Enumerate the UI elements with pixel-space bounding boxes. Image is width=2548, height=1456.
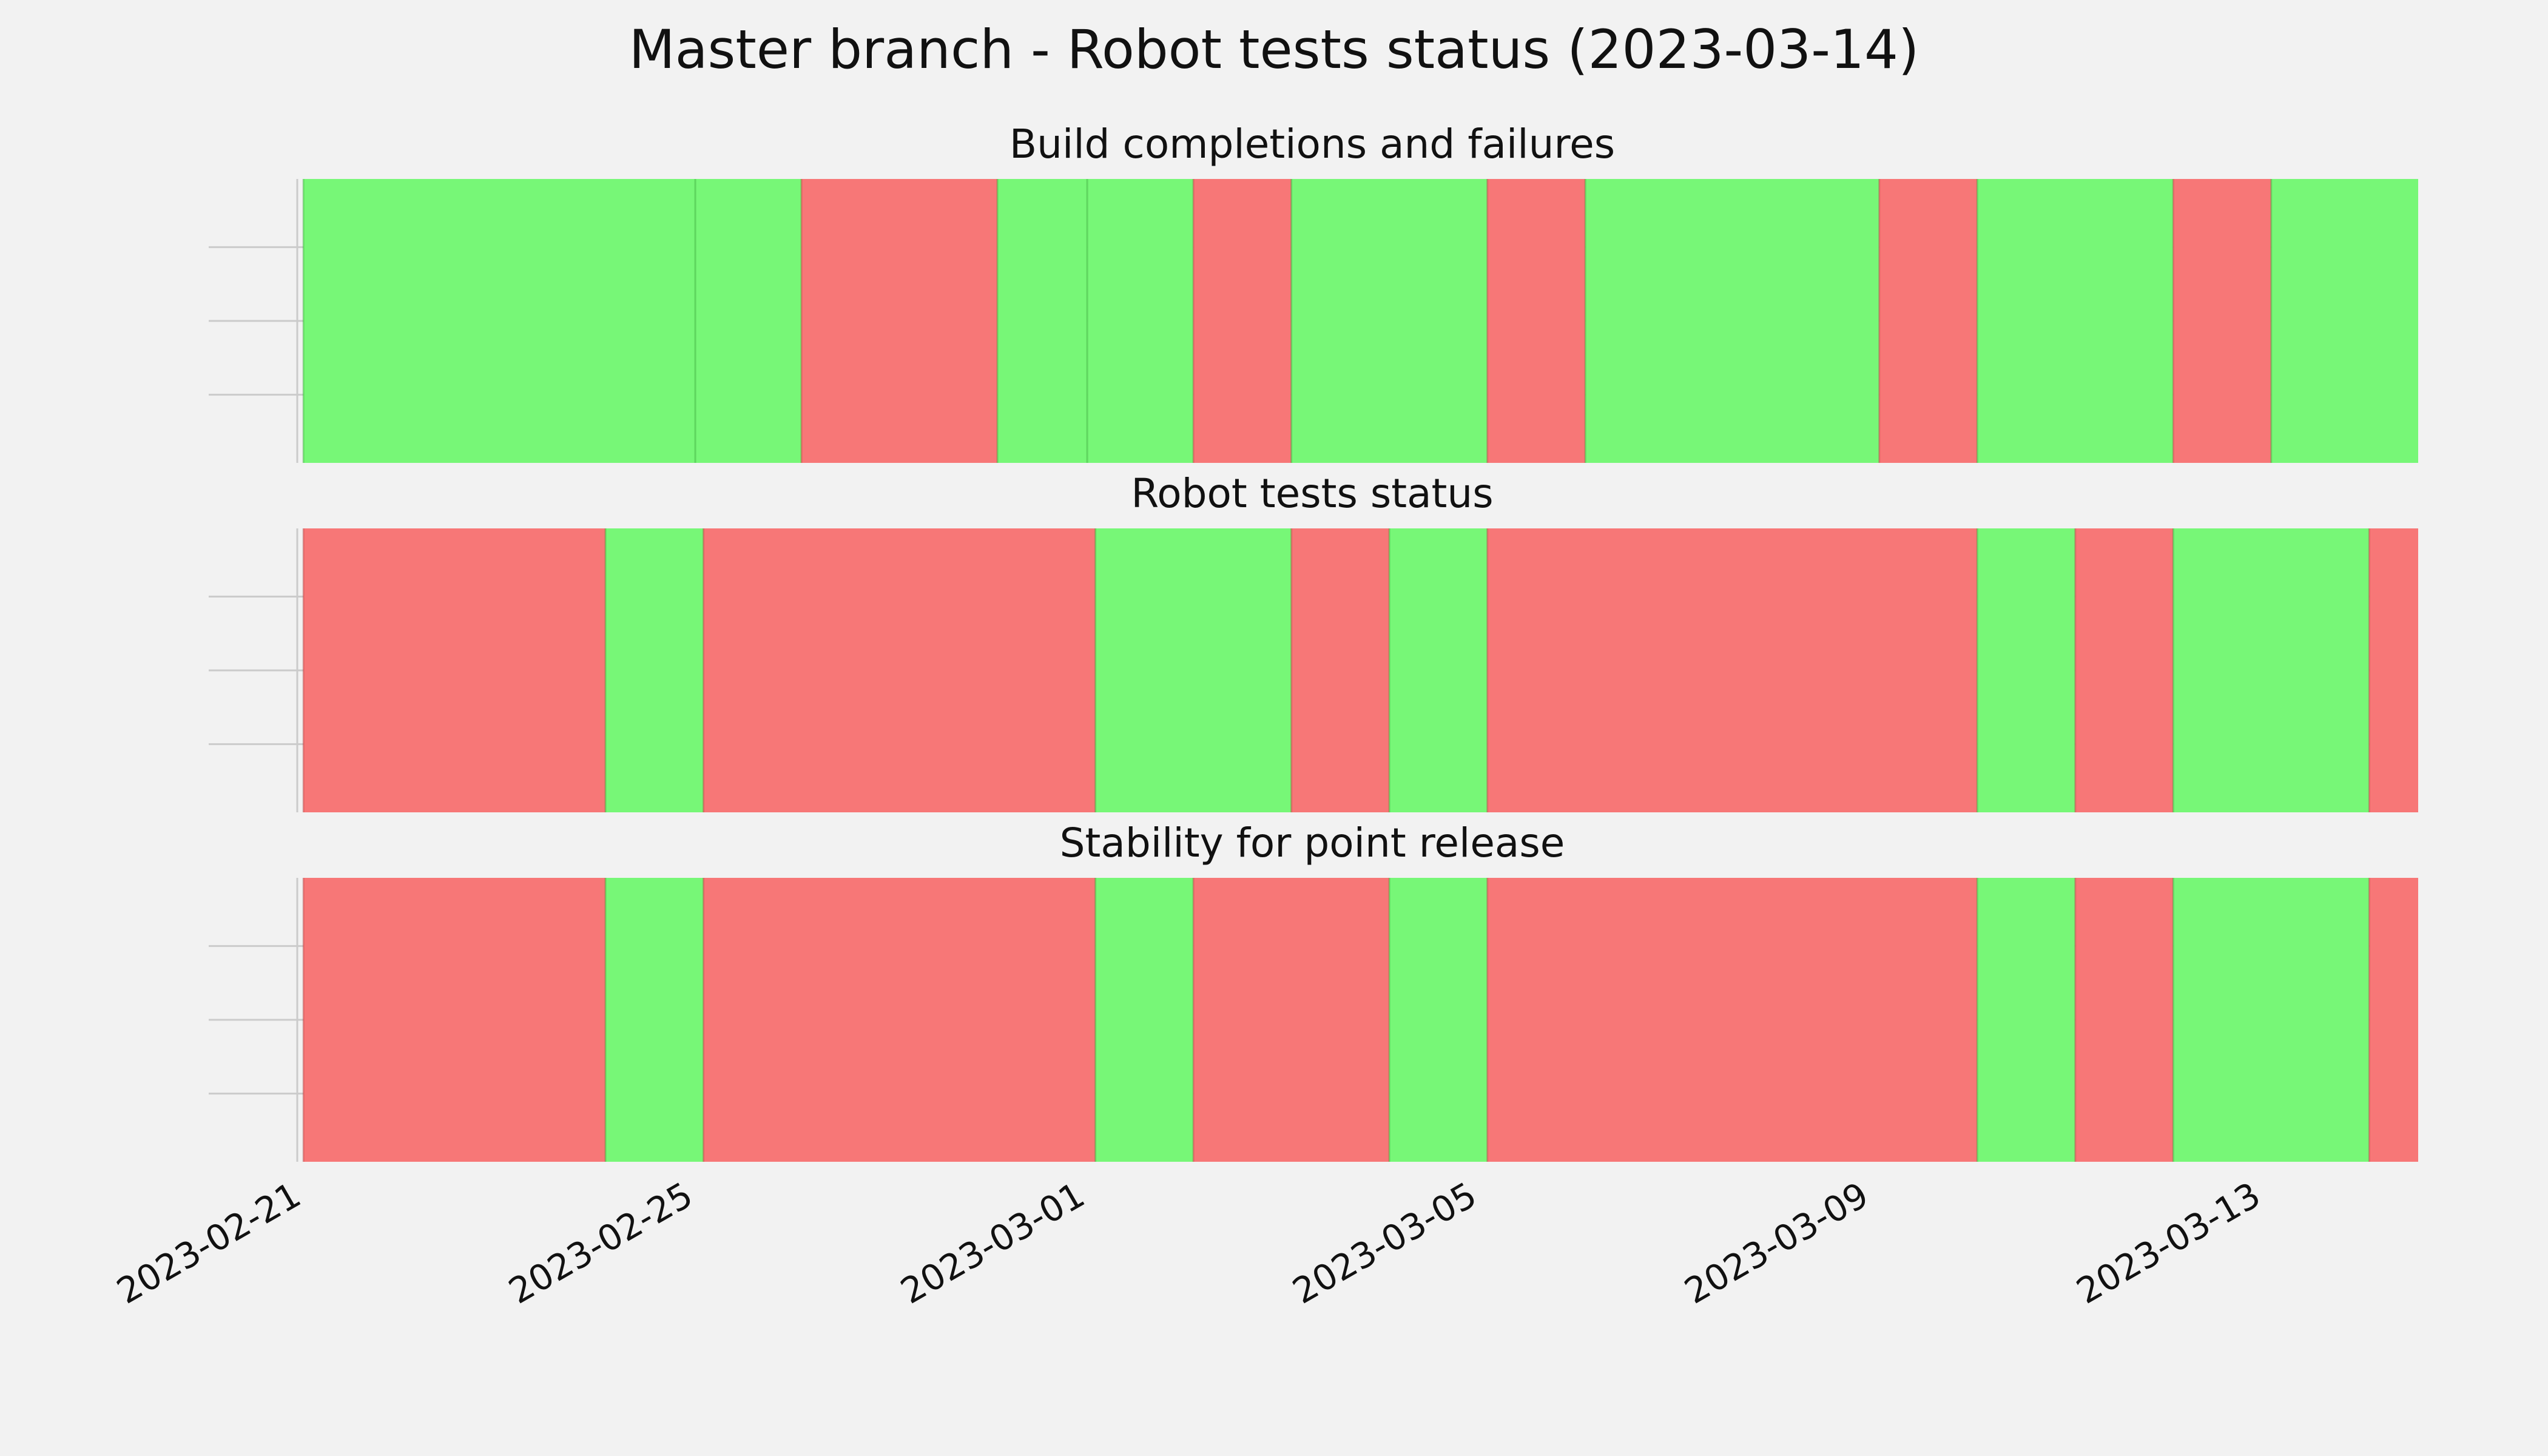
status-band-pass (2173, 878, 2370, 1162)
status-band-fail (1193, 179, 1292, 463)
panel-stability-point-release-plot (209, 878, 2418, 1162)
status-band-pass (997, 179, 1088, 463)
status-band-pass (1291, 179, 1488, 463)
status-band-pass (1977, 179, 2174, 463)
status-band-pass (605, 878, 704, 1162)
status-band-fail (703, 528, 1096, 812)
status-band-fail (303, 528, 605, 812)
status-band-pass (303, 179, 696, 463)
chart-title: Master branch - Robot tests status (2023… (629, 18, 1919, 81)
status-band-fail (303, 878, 605, 1162)
status-band-pass (1977, 528, 2075, 812)
status-band-fail (2075, 528, 2174, 812)
status-band-fail (2369, 878, 2418, 1162)
status-band-pass (1389, 878, 1488, 1162)
status-band-pass (2173, 528, 2370, 812)
status-band-pass (695, 179, 802, 463)
status-band-fail (1291, 528, 1390, 812)
panel-build-completions: Build completions and failures (209, 121, 2418, 463)
status-band-fail (1487, 179, 1586, 463)
status-band-pass (2271, 179, 2418, 463)
panel-robot-tests-plot (209, 528, 2418, 812)
status-band-pass (1095, 878, 1194, 1162)
status-band-fail (703, 878, 1096, 1162)
status-band-fail (1193, 878, 1390, 1162)
panel-stability-point-release: Stability for point release (209, 820, 2418, 1162)
status-band-pass (1977, 878, 2075, 1162)
status-band-fail (1879, 179, 1978, 463)
panel-build-completions-plot (209, 179, 2418, 463)
status-band-fail (1487, 528, 1978, 812)
status-band-fail (801, 179, 998, 463)
panel-robot-tests: Robot tests status (209, 470, 2418, 812)
panel-title-stability-point-release: Stability for point release (1060, 820, 1565, 866)
status-band-pass (1389, 528, 1488, 812)
status-band-fail (2369, 528, 2418, 812)
panel-title-robot-tests: Robot tests status (1131, 470, 1493, 517)
panel-title-build-completions: Build completions and failures (1009, 121, 1615, 167)
status-band-fail (2075, 878, 2174, 1162)
status-band-pass (605, 528, 704, 812)
status-band-fail (2173, 179, 2271, 463)
status-band-pass (1585, 179, 1879, 463)
status-band-pass (1087, 179, 1194, 463)
status-band-pass (1095, 528, 1292, 812)
status-band-fail (1487, 878, 1978, 1162)
